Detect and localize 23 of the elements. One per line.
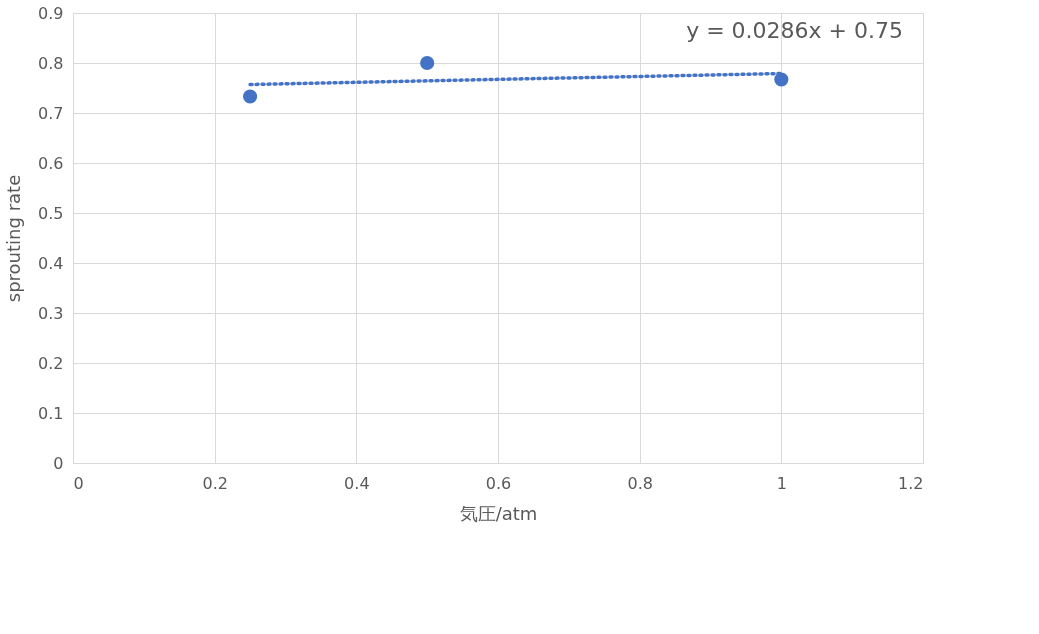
x-tick-label: 0.4 <box>344 473 370 493</box>
x-tick-label: 0.8 <box>627 473 653 493</box>
y-tick-label: 0.6 <box>38 153 64 173</box>
y-tick-label: 0.9 <box>38 3 64 23</box>
x-tick-label: 0.2 <box>202 473 228 493</box>
annotation: y = 0.0286x + 0.75 <box>686 18 903 43</box>
x-tick-label: 1 <box>776 473 787 493</box>
x-tick-label: 0 <box>73 473 84 493</box>
y-tick-label: 0.4 <box>38 253 64 273</box>
point <box>774 72 789 87</box>
y-tick-label: 0.8 <box>38 53 64 73</box>
y-tick-label: 0.1 <box>38 403 64 423</box>
y-axis-title: sprouting rate <box>3 174 25 303</box>
y-tick-label: 0 <box>53 453 64 473</box>
y-tick-label: 0.7 <box>38 103 64 123</box>
x-axis-title: 気圧/atm <box>459 502 538 524</box>
point <box>420 55 435 71</box>
y-tick-label: 0.2 <box>38 353 64 373</box>
y-tick-label: 0.5 <box>38 203 64 223</box>
x-tick-label: 0.6 <box>485 473 512 493</box>
point <box>243 89 258 104</box>
y-tick-label: 0.3 <box>38 303 64 323</box>
x-tick-label: 1.2 <box>898 473 924 493</box>
